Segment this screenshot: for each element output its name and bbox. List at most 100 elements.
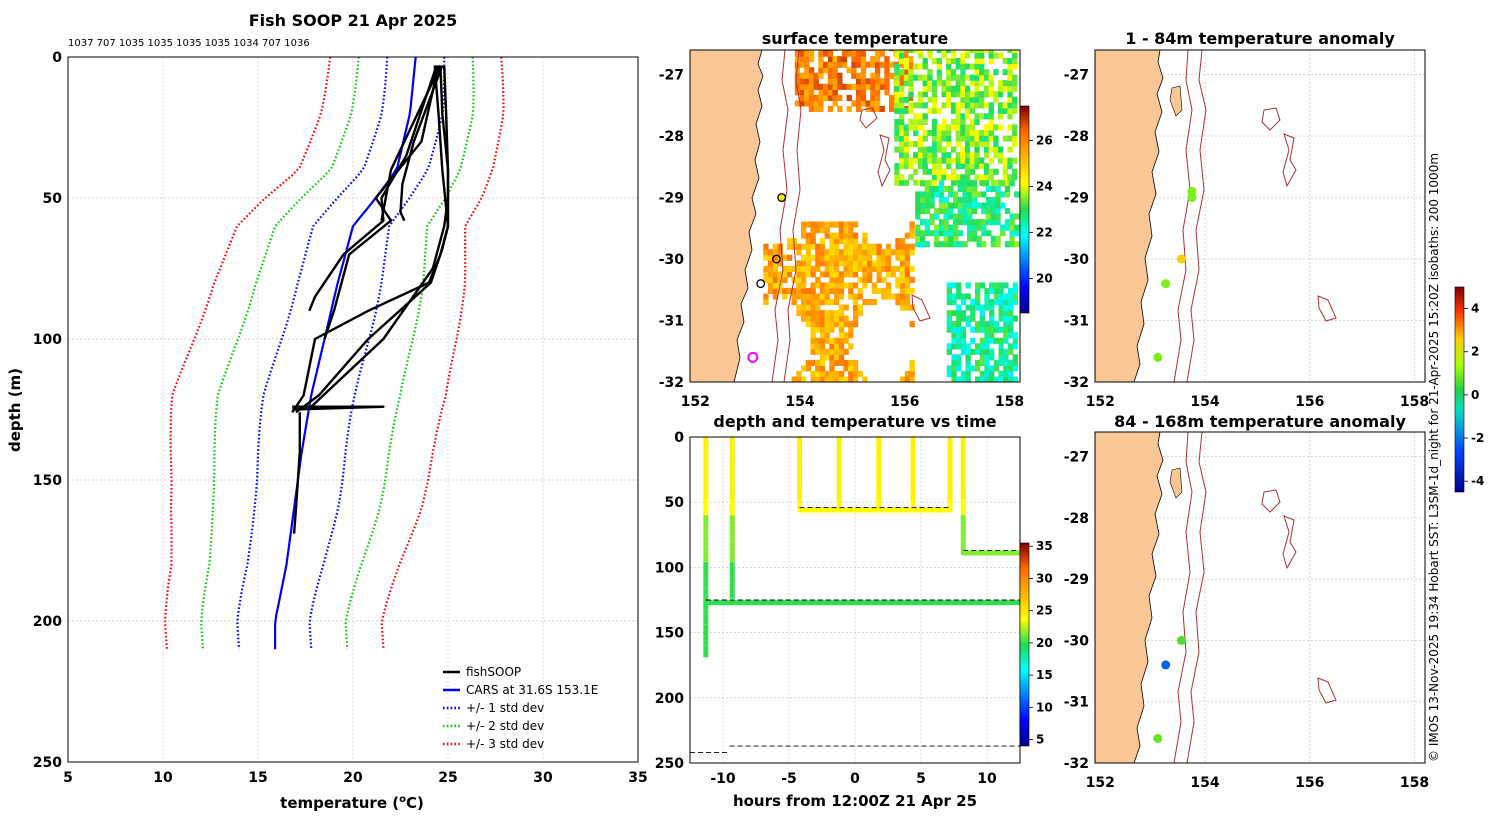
anomaly-shallow-title: 1 - 84m temperature anomaly [1125,29,1395,48]
sst-pixel [998,310,1004,317]
sst-pixel [851,72,857,79]
sst-pixel [1012,354,1018,361]
sst-pixel [815,221,821,228]
sst-pixel [829,282,835,289]
sst-pixel [834,343,840,350]
sst-pixel [885,293,892,300]
sst-pixel [799,72,805,79]
sst-pixel [908,91,914,98]
sst-pixel [796,293,802,300]
sst-pixel [941,124,947,131]
sst-pixel [815,365,821,372]
sst-pixel [950,52,957,59]
sst-pixel [889,50,895,52]
sst-pixel [936,80,942,87]
sst-pixel [834,337,840,344]
sst-pixel [936,157,942,164]
sst-pixel [805,260,812,267]
sst-pixel [818,89,824,96]
sst-pixel [874,67,881,74]
sst-pixel [936,129,942,136]
time-ytick-label: 50 [665,495,685,511]
sst-pixel [965,141,971,148]
sst-pixel [857,265,863,272]
sst-pixel [832,94,838,101]
fishsoop-cast-7 [380,64,442,221]
sst-pixel [1012,343,1018,350]
sst-pixel [1007,91,1013,98]
sst-pixel [979,69,985,76]
sst-pixel [857,260,863,267]
time-panel: depth and temperature vs time -10 -5 0 5 100… [655,412,1053,810]
sst-pixel [852,376,859,382]
sst-pixel [904,265,911,272]
sst-pixel [927,107,933,114]
sst-pixel [929,191,935,198]
sst-pixel [874,105,881,112]
sst-pixel [876,254,882,261]
sst-pixel [924,241,930,248]
sst-pixel [974,129,980,136]
sst-pixel [824,221,830,228]
sst-pixel [969,63,975,70]
sst-pixel [988,168,994,175]
sst-pixel [791,287,797,294]
sst-pixel [965,135,971,142]
sst-pixel [979,376,985,382]
sst-pixel [965,359,971,366]
sst-pixel [838,315,845,322]
sst-pixel [924,180,930,187]
sst-pixel [827,83,834,90]
sst-pixel [796,271,802,278]
sst-pixel [862,260,868,267]
sst-pixel [834,243,840,250]
sst-pixel [960,326,967,333]
sst-pixel [908,107,914,114]
sst-pixel [819,321,826,328]
anomaly-shallow-point-1 [1187,186,1197,196]
sst-pixel [948,185,954,192]
sst-pixel [1004,224,1011,231]
sst-pixel [971,196,978,203]
sst-pixel [1003,354,1009,361]
sst-pixel [1012,124,1018,131]
sst-pixel [904,271,911,278]
sst-pixel [974,118,980,125]
sst-pixel [955,124,961,131]
sst-ytick-label: -31 [659,314,684,330]
anomaly-shallow-ytick-label: -28 [1064,129,1089,145]
sst-pixel [913,157,919,164]
sst-pixel [908,157,914,164]
sst-pixel [876,287,882,294]
sst-pixel [932,85,938,92]
sst-pixel [988,124,994,131]
sst-pixel [777,260,783,267]
sst-pixel [984,365,990,372]
sst-pixel [1012,85,1018,92]
sst-pixel [983,129,990,136]
sst-pixel [969,74,975,81]
sst-pixel [815,359,821,366]
sst-pixel [979,304,985,311]
sst-pixel [962,202,968,209]
sst-pixel [960,332,967,339]
sst-pixel [899,118,905,125]
sst-pixel [874,89,881,96]
sst-pixel [948,224,954,231]
sst-pixel [810,321,816,328]
sst-pixel [904,254,911,261]
sst-pixel [786,287,793,294]
sst-pixel [838,332,845,339]
sst-pixel [990,235,996,242]
sst-pixel [917,146,924,153]
sst-pixel [979,326,985,333]
sst-pixel [852,271,859,278]
sst-pixel [915,202,921,209]
sst-pixel [899,174,905,181]
sst-pixel [965,354,971,361]
anomaly-deep-ytick-label: -30 [1064,633,1090,649]
sst-pixel [838,254,845,261]
sst-pixel [932,179,938,186]
sst-pixel [956,293,962,300]
sst-pixel [796,276,802,283]
